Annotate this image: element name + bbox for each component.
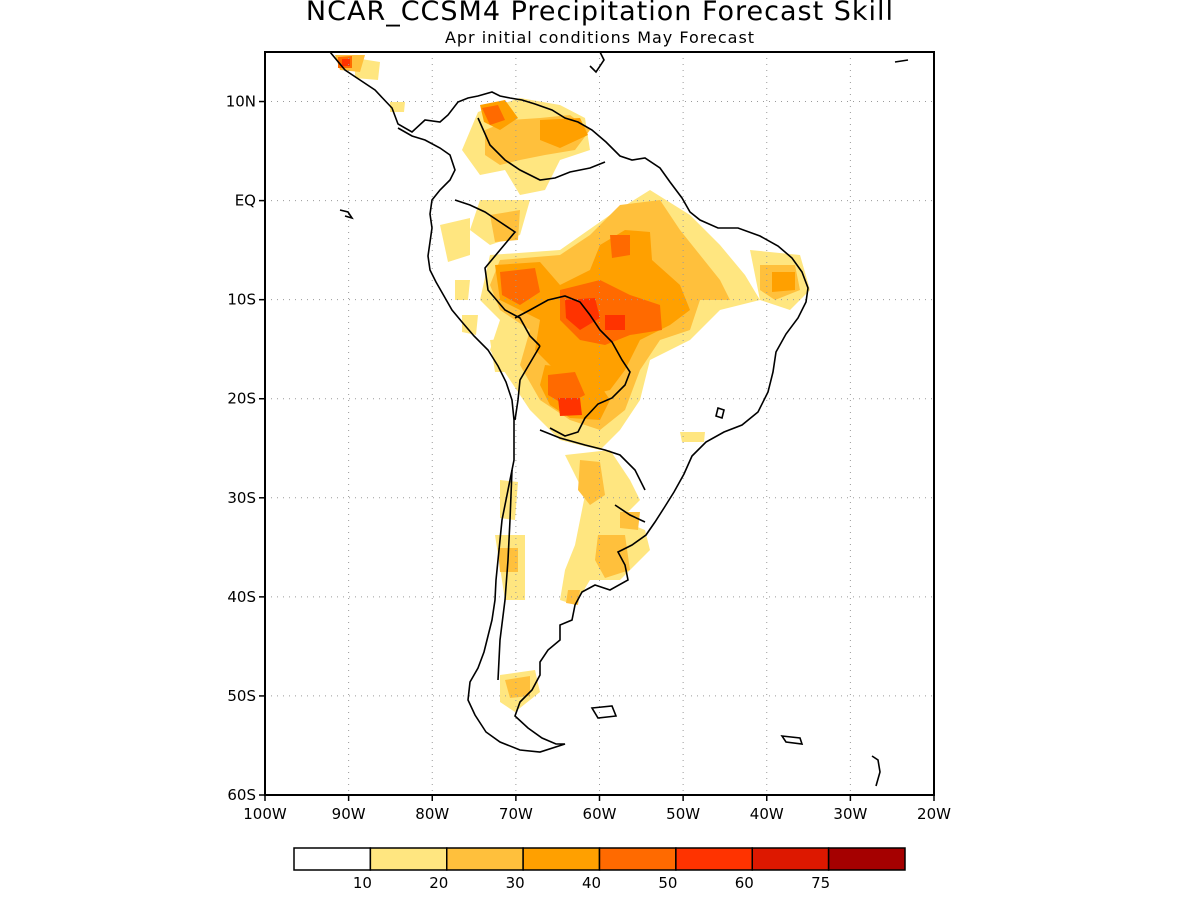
- map-title: NCAR_CCSM4 Precipitation Forecast Skill: [305, 0, 895, 27]
- lat-tick-label: EQ: [235, 192, 256, 210]
- lon-tick-label: 70W: [499, 805, 533, 823]
- colorbar-swatch: [369, 847, 448, 871]
- longitude-axis: 100W 90W 80W 70W 60W 50W 40W 30W 20W: [243, 795, 951, 823]
- colorbar-label: 30: [506, 874, 525, 892]
- colorbar-label: 40: [582, 874, 601, 892]
- colorbar-label: 10: [353, 874, 372, 892]
- colorbar-label: 20: [429, 874, 448, 892]
- colorbar-swatch: [522, 847, 601, 871]
- skill-shading: [335, 55, 810, 712]
- lat-tick-label: 40S: [227, 588, 256, 606]
- lon-tick-label: 60W: [583, 805, 617, 823]
- skill-band-50-60: [342, 59, 625, 416]
- skill-band-40-50: [338, 56, 662, 405]
- coastlines: [329, 52, 909, 787]
- lat-tick-label: 30S: [227, 489, 256, 507]
- lat-tick-label: 20S: [227, 390, 256, 408]
- lon-tick-label: 50W: [666, 805, 700, 823]
- lat-tick-label: 50S: [227, 687, 256, 705]
- lat-tick-label: 10N: [226, 93, 256, 111]
- lat-tick-label: 60S: [227, 786, 256, 804]
- lon-tick-label: 100W: [243, 805, 287, 823]
- lon-tick-label: 30W: [833, 805, 867, 823]
- lon-tick-label: 40W: [750, 805, 784, 823]
- colorbar-label: 75: [811, 874, 830, 892]
- map-subtitle: Apr initial conditions May Forecast: [444, 28, 756, 47]
- colorbar-label: 50: [658, 874, 677, 892]
- colorbar-swatch: [751, 847, 830, 871]
- lon-tick-label: 90W: [332, 805, 366, 823]
- colorbar-swatch: [293, 847, 372, 871]
- lon-tick-label: 80W: [415, 805, 449, 823]
- lat-tick-label: 10S: [227, 291, 256, 309]
- lon-tick-label: 20W: [917, 805, 951, 823]
- colorbar-swatch: [446, 847, 524, 871]
- colorbar-swatch: [827, 847, 906, 871]
- colorbar-label: 60: [735, 874, 754, 892]
- latitude-axis: 10N EQ 10S 20S 30S 40S 50S 60S: [226, 93, 265, 804]
- colorbar-swatch: [598, 847, 677, 871]
- colorbar: 10 20 30 40 50 60 75: [293, 847, 906, 892]
- colorbar-swatch: [675, 847, 753, 871]
